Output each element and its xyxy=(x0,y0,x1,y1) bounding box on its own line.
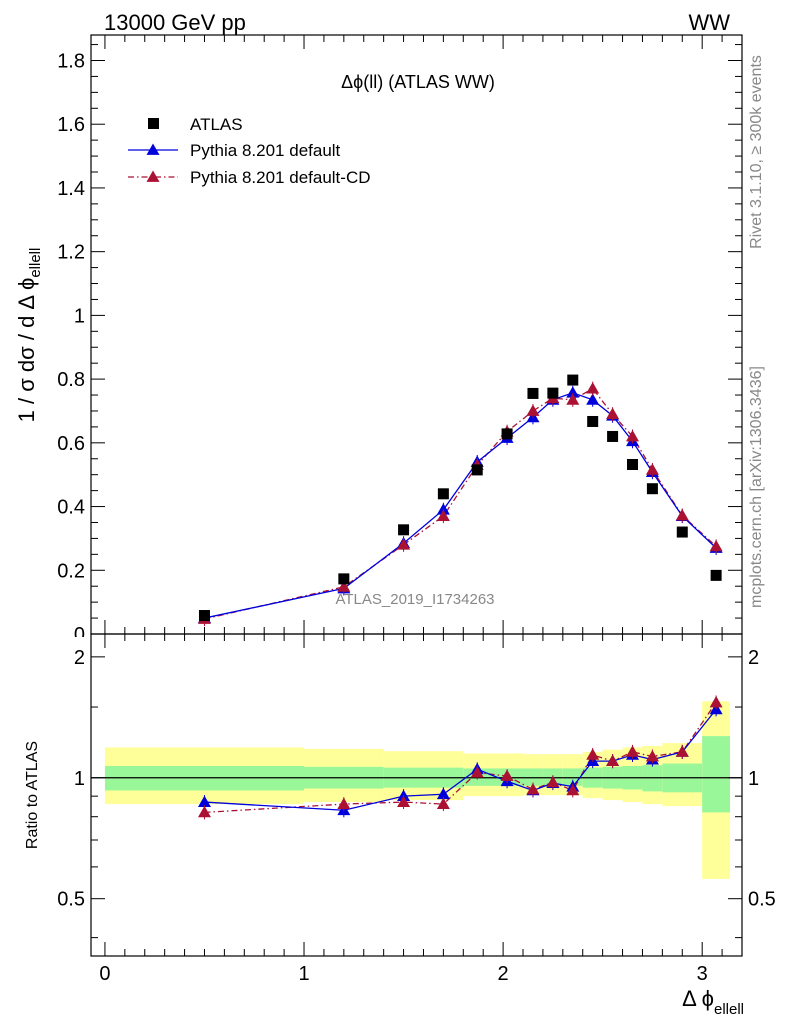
main-plot-title: Δϕ(ll) (ATLAS WW) xyxy=(341,72,495,92)
ratio-point-default-cd xyxy=(675,745,689,757)
legend-marker-default xyxy=(146,143,160,155)
main-point-atlas xyxy=(607,430,619,442)
x-tick-label: 2 xyxy=(498,963,509,985)
ratio-point-default-cd xyxy=(500,769,514,781)
ratio-point-default-cd xyxy=(546,775,560,788)
ratio-ytick-label-right: 2 xyxy=(748,647,759,669)
ratio-point-default-cd xyxy=(709,695,723,708)
main-point-atlas xyxy=(710,569,722,581)
main-ytick-label: 0.2 xyxy=(57,560,85,582)
main-point-default-cd xyxy=(397,538,411,550)
main-ytick-label: 0.8 xyxy=(57,369,85,391)
ratio-band-inner xyxy=(562,768,583,786)
main-frame-rect xyxy=(90,34,743,635)
legend-label-atlas: ATLAS xyxy=(190,115,243,134)
main-line-default xyxy=(204,392,717,619)
side-label-mcplots: mcplots.cern.ch [arXiv:1306.3436] xyxy=(748,366,765,608)
ratio-point-default-cd xyxy=(626,745,640,757)
side-label-rivet: Rivet 3.1.10, ≥ 300k events xyxy=(748,55,765,249)
main-point-atlas xyxy=(676,526,688,538)
main-line-default-cd xyxy=(204,387,717,620)
ratio-point-default-cd xyxy=(566,783,580,796)
legend: ATLAS Pythia 8.201 default Pythia 8.201 de… xyxy=(128,115,371,187)
legend-marker-default-cd xyxy=(146,170,160,182)
main-ytick-label: 0.6 xyxy=(57,433,85,455)
main-ytick-label: 1.4 xyxy=(57,178,85,200)
main-plot-frame: 0.2 0.4 0.6 0.8 1 1.2 1.4 1.6 1.8 0 xyxy=(57,34,743,646)
legend-label-default-cd: Pythia 8.201 default-CD xyxy=(190,168,371,187)
main-point-atlas xyxy=(627,458,639,470)
main-point-default-cd xyxy=(436,509,450,521)
ratio-point-default xyxy=(197,795,211,807)
watermark-analysis: ATLAS_2019_I1734263 xyxy=(335,591,494,608)
x-tick-label: 3 xyxy=(697,963,708,985)
ratio-band-inner xyxy=(523,768,543,786)
main-point-default-cd xyxy=(645,463,659,475)
main-point-atlas xyxy=(547,387,559,399)
main-point-default-cd xyxy=(586,382,600,394)
ratio-point-default xyxy=(436,787,450,800)
ratio-point-default-cd xyxy=(337,797,351,809)
main-point-atlas xyxy=(501,428,513,440)
main-point-default xyxy=(566,386,580,398)
main-point-atlas xyxy=(471,464,483,476)
ratio-point-default-cd xyxy=(436,797,450,809)
main-point-default xyxy=(436,503,450,515)
header-process: WW xyxy=(688,10,730,35)
ratio-ytick-label: 0.5 xyxy=(57,889,85,911)
legend-label-default: Pythia 8.201 default xyxy=(190,141,341,160)
x-tick-label: 0 xyxy=(99,963,110,985)
x-axis-label: Δ ϕellell xyxy=(682,986,744,1018)
main-point-default-cd xyxy=(566,393,580,405)
main-ytick-label: 1.2 xyxy=(57,242,85,264)
ratio-point-default-cd xyxy=(606,754,620,767)
ratio-series-layer xyxy=(197,695,723,820)
main-ytick-label: 1 xyxy=(74,305,85,327)
main-point-default-cd xyxy=(526,404,540,416)
main-point-default xyxy=(586,393,600,405)
ratio-ylabel: Ratio to ATLAS xyxy=(24,741,41,849)
main-point-atlas xyxy=(338,573,350,585)
main-point-default-cd xyxy=(626,429,640,442)
ratio-ytick-label: 2 xyxy=(74,647,85,669)
ratio-frame-rect xyxy=(90,633,743,957)
main-point-default-cd xyxy=(606,407,620,420)
ratio-ytick-label-right: 1 xyxy=(748,768,759,790)
main-point-atlas xyxy=(198,610,210,622)
main-ytick-label-zero: 0 xyxy=(74,624,85,646)
ratio-point-default-cd xyxy=(526,782,540,795)
header-energy: 13000 GeV pp xyxy=(104,10,246,35)
main-ytick-label: 0.4 xyxy=(57,497,85,519)
ratio-point-default-cd xyxy=(586,748,600,760)
main-point-atlas xyxy=(437,488,449,500)
x-tick-label: 1 xyxy=(298,963,309,985)
ratio-band-inner xyxy=(702,736,731,813)
ratio-ytick-label: 1 xyxy=(74,768,85,790)
main-series-layer xyxy=(197,374,723,627)
ratio-plot-background xyxy=(91,701,742,879)
ratio-point-default-cd xyxy=(397,795,411,807)
main-ytick-label: 1.6 xyxy=(57,114,85,136)
main-point-default-cd xyxy=(337,580,351,592)
ratio-point-default-cd xyxy=(470,766,484,778)
legend-marker-atlas xyxy=(148,118,159,129)
main-ytick-label: 1.8 xyxy=(57,50,85,72)
ratio-point-default-cd xyxy=(645,749,659,762)
main-ylabel: 1 / σ dσ / d Δ ϕellell xyxy=(14,248,44,423)
main-ylabel-group: 1 / σ dσ / d Δ ϕellell xyxy=(14,248,44,423)
main-point-atlas xyxy=(567,374,579,386)
ratio-ytick-label-right: 0.5 xyxy=(748,889,776,911)
ratio-point-default-cd xyxy=(197,805,211,818)
main-point-atlas xyxy=(646,483,658,495)
main-point-atlas xyxy=(527,387,539,399)
main-point-default-cd xyxy=(675,508,689,521)
main-point-atlas xyxy=(398,524,410,536)
ratio-plot-frame: 0.5 0.5 1 1 2 2 0 1 2 3 xyxy=(57,633,776,985)
main-point-atlas xyxy=(587,415,599,427)
main-point-default-cd xyxy=(709,539,723,552)
